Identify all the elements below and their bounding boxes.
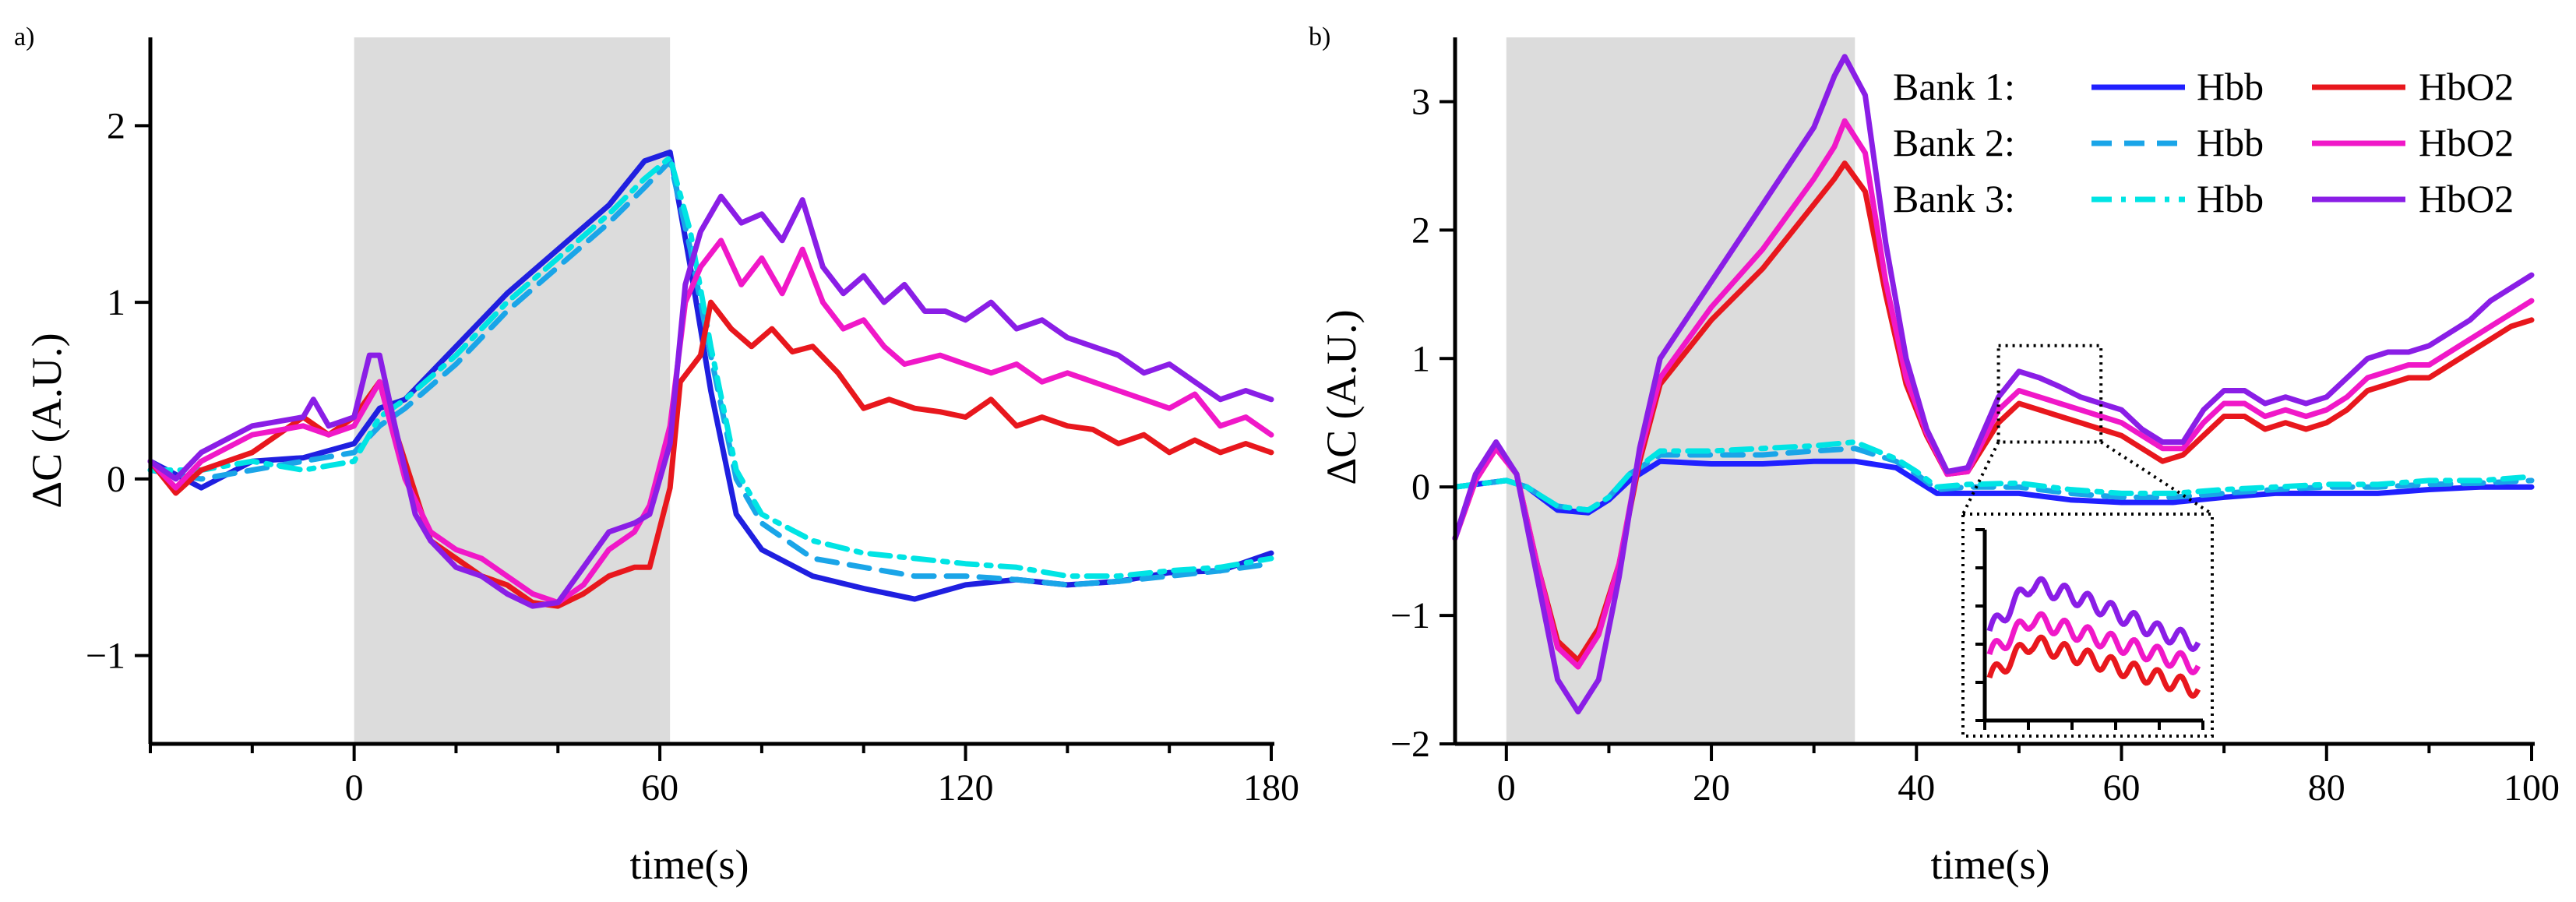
legend-hbo2-label: HbO2: [2419, 177, 2514, 220]
series-bank-3-hbb: [147, 154, 1274, 580]
panel-a-series: [147, 149, 1274, 609]
panel-b-xtick-label: 100: [2504, 767, 2560, 809]
panel-b-ytick-label: 1: [1411, 338, 1430, 379]
panel-a-ytick-label: 2: [107, 105, 125, 146]
panel-a-y-axis-title: ΔC (A.U.): [23, 333, 70, 508]
legend-hbb-label: Hbb: [2197, 177, 2264, 220]
panel-a-x-axis-title: time(s): [630, 841, 749, 888]
series-bank-2-hbb: [147, 158, 1274, 588]
panel-b-xtick-label: 60: [2103, 767, 2141, 809]
panel-b-ytick-label: 2: [1411, 210, 1430, 251]
panel-a-ytick-label: −1: [86, 636, 125, 677]
panel-a-xtick-label: 0: [345, 767, 364, 809]
panel-a-stimulus-shade: [354, 37, 671, 744]
series-bank-3-hbb: [1452, 439, 2535, 513]
panel-b-ytick-label: −1: [1390, 595, 1430, 636]
panel-b-ytick-label: −2: [1390, 724, 1430, 765]
panel-a-tag: a): [14, 23, 34, 51]
panel-a-y-ticks: −1 0 1 2: [86, 105, 125, 676]
series-bank-3-hbo2: [147, 193, 1274, 609]
panel-b-x-axis-title: time(s): [1931, 841, 2050, 888]
panel-b-x-ticks: 0 20 40 60 80 100: [1497, 767, 2560, 809]
panel-b-y-axis-title: ΔC (A.U.): [1318, 309, 1365, 484]
panel-a-xtick-label: 60: [641, 767, 678, 809]
legend-bank-1-label: Bank 1:: [1893, 65, 2015, 108]
panel-b-axes: [1440, 37, 2535, 761]
panel-b-xtick-label: 20: [1693, 767, 1730, 809]
panel-a-ytick-label: 1: [107, 282, 125, 323]
panel-a-x-ticks: 0 60 120 180: [345, 767, 1299, 809]
legend-hbo2-label: HbO2: [2419, 65, 2514, 108]
panel-b-chart: b) 0 20 40 60 80 100 −2 −1 0 1 2 3 time(…: [1309, 23, 2560, 888]
panel-a-xtick-label: 180: [1243, 767, 1299, 809]
legend-hbo2-label: HbO2: [2419, 121, 2514, 164]
series-bank-3-hbo2: [1452, 54, 2535, 715]
panel-b-ytick-label: 0: [1411, 467, 1430, 508]
inset-series-bank-2-hbo2: [1986, 611, 2201, 676]
panel-b-zoom-connectors: [1961, 440, 2214, 516]
panel-b-xtick-label: 80: [2308, 767, 2345, 809]
panel-b-ytick-label: 3: [1411, 81, 1430, 122]
panel-a-axes: [135, 37, 1274, 761]
panel-b-tag: b): [1309, 23, 1330, 51]
panel-b-xtick-label: 40: [1898, 767, 1935, 809]
panel-a-chart: a) 0 60 120 180 −1 0 1 2 time(s) ΔC (A.U…: [14, 23, 1299, 888]
legend-bank-2-label: Bank 2:: [1893, 121, 2015, 164]
series-bank-2-hbo2: [147, 238, 1274, 606]
legend: Bank 1: Bank 2: Bank 3: Hbb Hbb Hbb HbO2…: [1893, 65, 2514, 220]
inset-series-bank-3-hbo2: [1986, 576, 2201, 653]
inset-series-bank-1-hbo2: [1986, 634, 2201, 699]
panel-b-xtick-label: 0: [1497, 767, 1516, 809]
panel-b-zoom-box: [1996, 344, 2103, 444]
panel-a-ytick-label: 0: [107, 459, 125, 500]
legend-hbb-label: Hbb: [2197, 121, 2264, 164]
legend-bank-3-label: Bank 3:: [1893, 177, 2015, 220]
panel-b-zoom-inset: [1961, 513, 2214, 738]
legend-hbb-label: Hbb: [2197, 65, 2264, 108]
zoom-connector-right: [2100, 440, 2214, 516]
panel-b-y-ticks: −2 −1 0 1 2 3: [1390, 81, 1430, 765]
panel-b-series: [1452, 54, 2535, 715]
panel-a-xtick-label: 120: [938, 767, 994, 809]
